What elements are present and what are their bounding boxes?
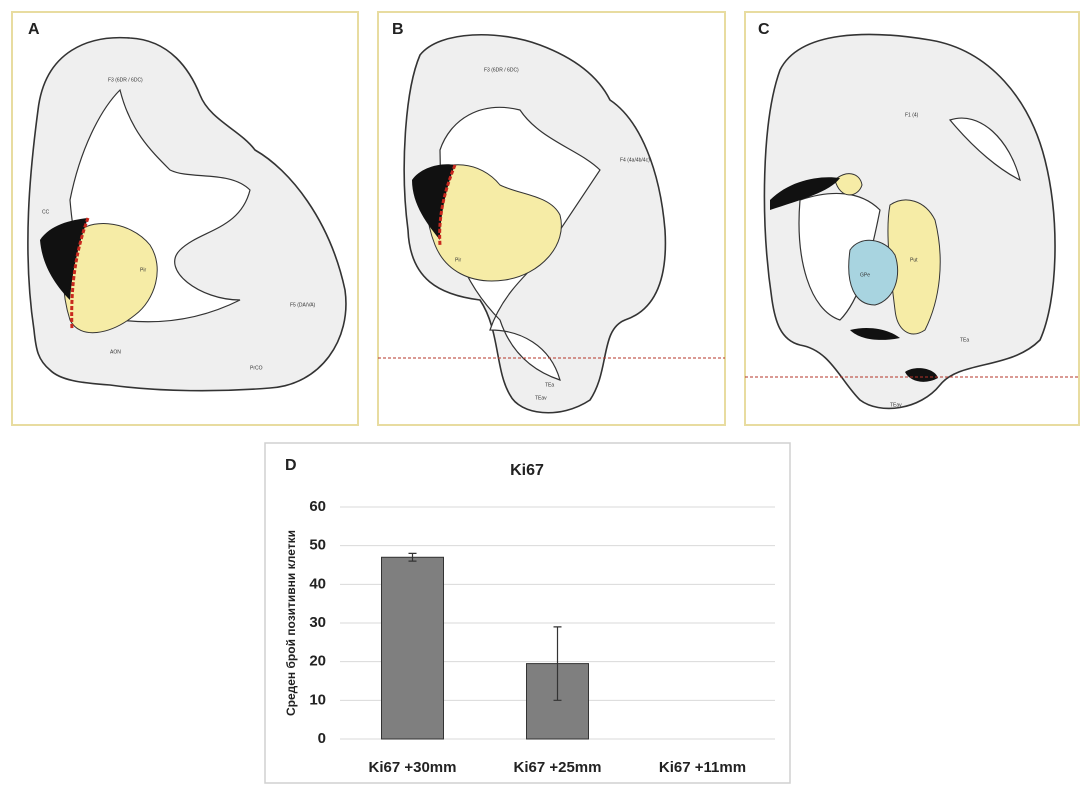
- region-label: Pir: [140, 267, 146, 273]
- figure: A F3 (6DR / 6DC) F5 (DA/VA) CC PrCO AON …: [0, 0, 1081, 785]
- x-tick-label: Ki67 +25mm: [514, 759, 602, 776]
- region-label: AON: [110, 349, 121, 355]
- panel-c: C F1 (4) Put GPe TEa TEav: [745, 12, 1079, 425]
- bar-chart: D Ki67 Среден брой позитивни клетки 0 10 2…: [265, 443, 790, 783]
- region-label: F5 (DA/VA): [290, 302, 316, 308]
- y-tick-label: 10: [309, 691, 326, 708]
- panel-letter: C: [758, 21, 770, 38]
- panel-b: B F3 (6DR / 6DC) F4 (4a/4b/4c) Pir TEa T…: [378, 12, 725, 425]
- region-label: GPe: [860, 272, 870, 278]
- region-label: TEa: [960, 337, 969, 343]
- region-label: PrCO: [250, 365, 263, 371]
- region-label: CC: [42, 209, 50, 215]
- y-tick-label: 60: [309, 498, 326, 515]
- bar: [382, 557, 444, 739]
- panel-letter: B: [392, 21, 404, 38]
- region-label: TEa: [545, 382, 554, 388]
- x-tick-label: Ki67 +11mm: [659, 759, 746, 776]
- region: [849, 240, 898, 305]
- region-label: Pir: [455, 257, 461, 263]
- y-tick-label: 0: [318, 730, 326, 747]
- chart-title: Ki67: [510, 462, 544, 479]
- region-label: Put: [910, 257, 918, 263]
- panel-a: A F3 (6DR / 6DC) F5 (DA/VA) CC PrCO AON …: [12, 12, 358, 425]
- region-label: TEav: [535, 395, 547, 401]
- x-tick-label: Ki67 +30mm: [369, 759, 457, 776]
- y-axis-label: Среден брой позитивни клетки: [284, 530, 298, 716]
- region-label: F1 (4): [905, 112, 919, 118]
- region-label: TEav: [890, 402, 902, 408]
- region-label: F3 (6DR / 6DC): [108, 77, 143, 83]
- y-tick-label: 20: [309, 653, 326, 670]
- region-label: F3 (6DR / 6DC): [484, 67, 519, 73]
- panel-letter: A: [28, 21, 40, 38]
- panel-letter: D: [285, 457, 297, 474]
- y-tick-label: 30: [309, 614, 326, 631]
- region-label: F4 (4a/4b/4c): [620, 157, 650, 163]
- y-tick-label: 40: [309, 575, 326, 592]
- y-tick-label: 50: [309, 537, 326, 554]
